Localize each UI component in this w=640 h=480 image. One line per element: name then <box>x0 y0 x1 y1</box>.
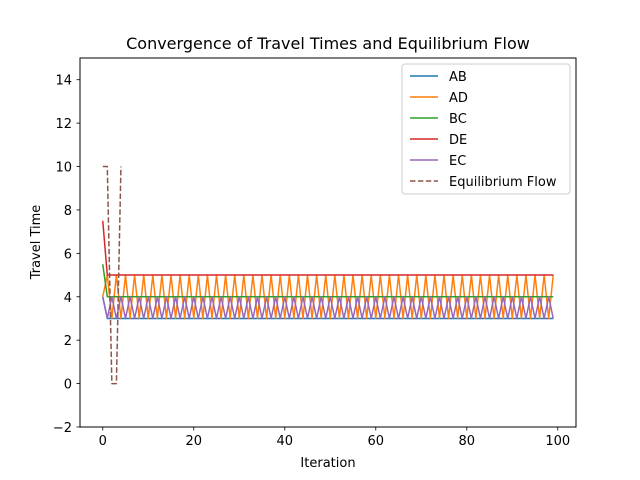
series-line-equilibrium-flow <box>102 165 122 385</box>
y-tick-label: 6 <box>64 247 72 262</box>
y-axis-title: Travel Time <box>29 205 44 281</box>
series-line-bc <box>102 264 554 298</box>
legend-box <box>401 63 571 195</box>
y-tick-label: 10 <box>55 161 72 176</box>
x-tick-label: 0 <box>99 434 107 449</box>
y-tick-label: 14 <box>55 74 72 89</box>
legend-label-de: DE <box>449 133 467 148</box>
x-tick-label: 100 <box>545 434 570 449</box>
x-axis-title: Iteration <box>300 456 355 471</box>
legend: AB AD BC DE EC Equilibrium Flow <box>401 63 571 195</box>
y-tick-label: 4 <box>64 291 72 306</box>
plot-area-frame <box>79 57 577 428</box>
y-tick-label: 2 <box>64 334 72 349</box>
legend-label-ab: AB <box>449 70 467 85</box>
x-tick-label: 60 <box>368 434 385 449</box>
legend-label-ad: AD <box>449 91 468 106</box>
series-line-ec <box>102 296 554 320</box>
legend-label-ec: EC <box>449 154 466 169</box>
legend-label-bc: BC <box>449 112 467 127</box>
x-tick-label: 20 <box>185 434 202 449</box>
y-tick-label: 0 <box>64 378 72 393</box>
ticks-layer: 0 20 40 60 80 100 −2 0 2 4 6 8 10 12 14 <box>53 74 570 449</box>
y-tick-label: 12 <box>55 117 72 132</box>
lines-layer <box>102 165 554 385</box>
x-tick-label: 40 <box>276 434 293 449</box>
x-tick-label: 80 <box>459 434 476 449</box>
y-tick-label: 8 <box>64 204 72 219</box>
series-line-ab <box>102 296 554 320</box>
legend-label-equilibrium-flow: Equilibrium Flow <box>449 175 557 190</box>
chart-title: Convergence of Travel Times and Equilibr… <box>126 34 530 53</box>
y-tick-label: −2 <box>53 421 72 436</box>
series-line-de <box>102 220 554 276</box>
